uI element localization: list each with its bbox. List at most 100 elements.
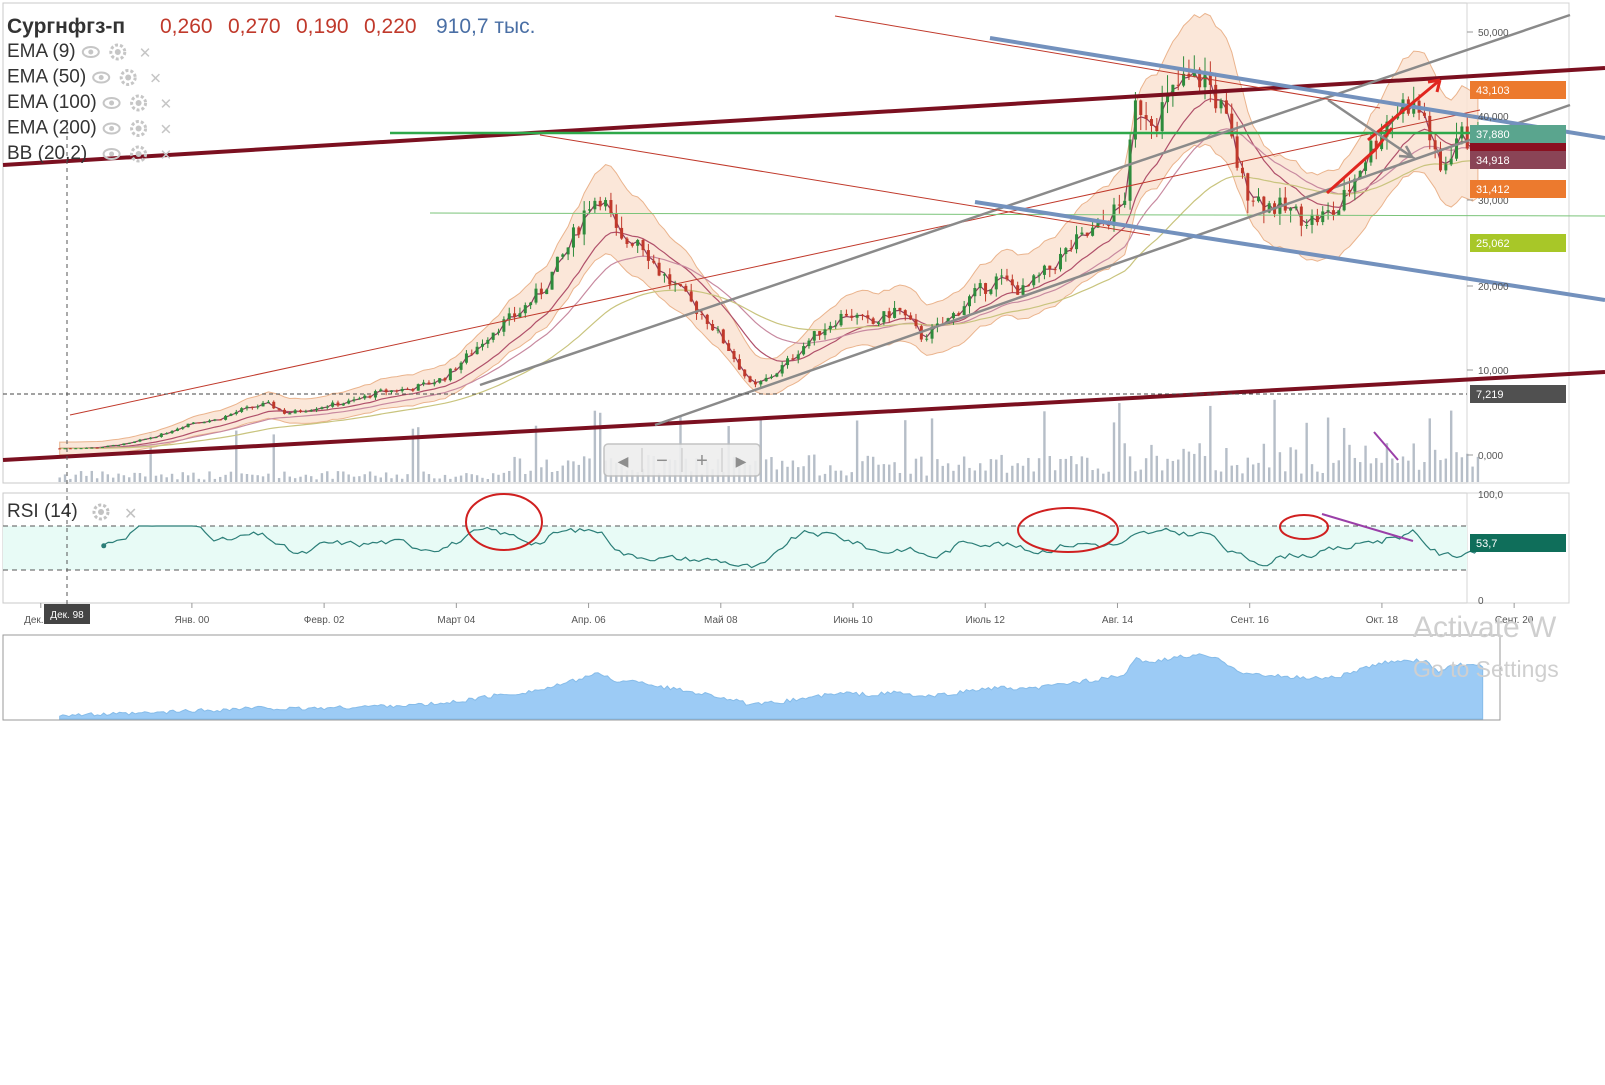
- volume-bar: [1385, 443, 1389, 482]
- eye-icon[interactable]: [92, 71, 111, 84]
- legend-row: EMA (200) ✕: [7, 118, 172, 139]
- candle-body: [566, 247, 570, 255]
- volume-bar: [952, 470, 955, 482]
- volume-bar: [320, 473, 324, 482]
- resistance-lower-line: [2, 370, 1605, 462]
- candle-body: [1337, 210, 1341, 216]
- volume-bar: [128, 477, 131, 482]
- volume-bar: [518, 458, 522, 482]
- volume-bar: [968, 467, 971, 482]
- zoom-in-button[interactable]: +: [696, 450, 708, 472]
- candle-body: [1096, 221, 1100, 228]
- candle-body: [577, 227, 581, 235]
- price-label-text: 37,880: [1476, 129, 1510, 141]
- candle-body: [170, 430, 174, 434]
- volume-bar: [1439, 460, 1442, 482]
- candle-body: [100, 446, 104, 448]
- gear-icon[interactable]: [130, 145, 148, 163]
- volume-bar: [855, 420, 859, 482]
- candle-body: [561, 254, 565, 257]
- ema-line: [59, 128, 1479, 449]
- candle-body: [245, 406, 249, 409]
- candle-body: [716, 329, 720, 331]
- candle-body: [636, 240, 640, 246]
- gear-icon[interactable]: [119, 69, 137, 86]
- gear-icon[interactable]: [130, 120, 148, 137]
- candle-body: [1251, 200, 1255, 202]
- candle-body: [1053, 269, 1057, 271]
- close-icon[interactable]: ✕: [160, 147, 173, 164]
- volume-bar: [443, 474, 447, 482]
- candle-body: [288, 413, 292, 415]
- candle-body: [1310, 214, 1314, 225]
- red-arrow-line: [1325, 127, 1394, 195]
- volume-bar: [1294, 449, 1298, 482]
- candle-body: [159, 433, 163, 437]
- volume-bar: [780, 460, 784, 482]
- x-tick-label: Июнь 10: [833, 615, 873, 626]
- candle-body: [379, 389, 383, 392]
- price-label-text: 34,918: [1476, 155, 1510, 167]
- volume-bar: [582, 456, 586, 482]
- scroll-right-button[interactable]: ▶: [736, 453, 747, 469]
- close-icon[interactable]: ✕: [149, 71, 162, 88]
- zoom-out-button[interactable]: −: [656, 450, 668, 472]
- close-icon[interactable]: ✕: [160, 96, 173, 113]
- candle-body: [1299, 206, 1303, 226]
- volume-bar: [1342, 427, 1346, 482]
- volume-bar: [1080, 456, 1084, 482]
- close-icon[interactable]: ✕: [160, 122, 173, 139]
- scroll-left-button[interactable]: ◀: [618, 453, 629, 469]
- volume-bar: [871, 456, 875, 482]
- volume-bar: [379, 477, 382, 482]
- volume-bar: [304, 474, 308, 482]
- candle-body: [106, 445, 110, 447]
- volume-bar: [893, 462, 896, 482]
- eye-icon[interactable]: [102, 122, 121, 135]
- candle-body: [534, 288, 538, 303]
- volume-bar: [229, 471, 233, 482]
- candle-body: [604, 200, 608, 207]
- gear-icon[interactable]: [109, 43, 127, 61]
- volume-bar: [1262, 443, 1266, 482]
- rsi-close-icon[interactable]: ✕: [124, 506, 137, 523]
- volume-bar: [277, 477, 281, 482]
- candle-body: [331, 402, 335, 407]
- rsi-axis-bottom: 0: [1478, 596, 1484, 607]
- candle-body: [1042, 265, 1046, 275]
- volume-bar: [192, 472, 195, 482]
- candle-body: [491, 332, 495, 340]
- volume-bar: [165, 477, 168, 482]
- volume-bar: [534, 425, 538, 482]
- ticker-name: Сургнфгз-п: [7, 15, 125, 38]
- volume-bar: [486, 479, 490, 482]
- rsi-gear-icon[interactable]: [92, 503, 110, 521]
- eye-icon[interactable]: [102, 97, 121, 109]
- candle-body: [84, 447, 88, 449]
- candle-body: [678, 284, 682, 286]
- candle-body: [470, 353, 474, 355]
- x-tick-label: Март 04: [437, 615, 475, 626]
- volume-bar: [1150, 444, 1153, 482]
- volume-bar: [1209, 405, 1212, 482]
- candle-body: [507, 313, 511, 320]
- close-icon[interactable]: ✕: [139, 45, 152, 62]
- candle-body: [705, 314, 709, 325]
- thin-red-up-line: [69, 109, 1481, 416]
- volume-bar: [770, 457, 773, 482]
- volume-bar: [1166, 458, 1169, 482]
- volume-bar: [1059, 458, 1062, 482]
- candle-body: [1262, 196, 1266, 213]
- candle-body: [1267, 203, 1271, 213]
- candle-body: [834, 325, 838, 327]
- candle-body: [903, 310, 907, 316]
- volume-bar: [1241, 473, 1244, 482]
- volume-bar: [1380, 462, 1383, 482]
- eye-icon[interactable]: [102, 148, 121, 160]
- scrollbar-widget[interactable]: ◀ − + ▶: [603, 443, 761, 477]
- eye-icon[interactable]: [81, 46, 100, 58]
- candle-body: [968, 296, 972, 307]
- candle-body: [250, 406, 254, 408]
- gear-icon[interactable]: [130, 94, 148, 112]
